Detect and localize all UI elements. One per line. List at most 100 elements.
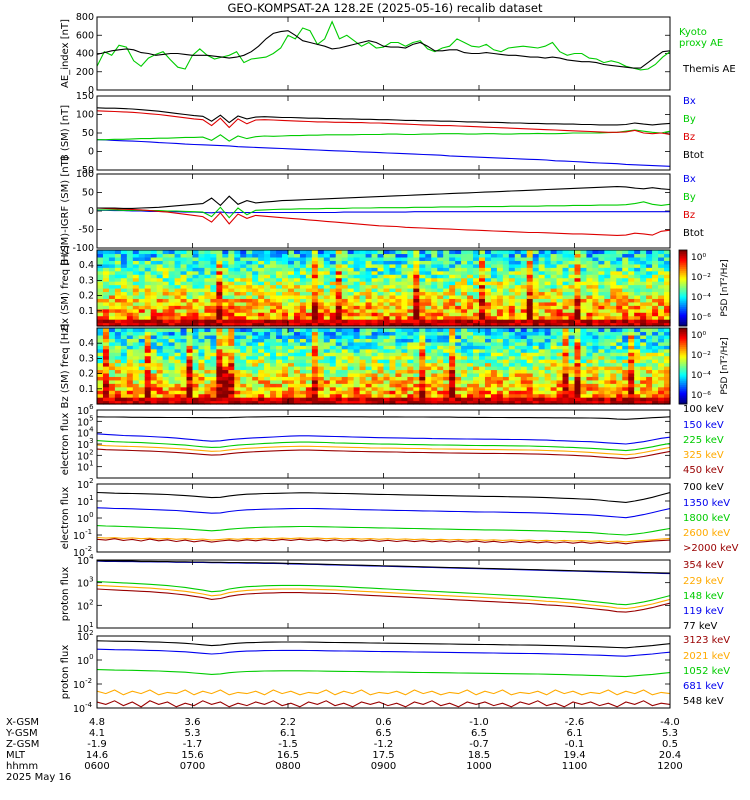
- spectrogram-cell: [371, 334, 379, 339]
- spectrogram-cell: [329, 331, 337, 336]
- spectrogram-cell: [550, 284, 558, 289]
- spectrogram-cell: [473, 281, 480, 286]
- spectrogram-cell: [514, 319, 522, 324]
- spectrogram-cell: [150, 390, 158, 395]
- spectrogram-cell: [102, 331, 110, 336]
- spectrogram-cell: [353, 348, 361, 353]
- spectrogram-cell: [580, 288, 588, 293]
- y-tick-exponent: -2: [85, 545, 92, 553]
- spectrogram-cell: [371, 319, 379, 324]
- spectrogram-cell: [479, 315, 486, 320]
- spectrogram-cell: [479, 400, 486, 405]
- spectrogram-cell: [341, 260, 349, 265]
- spectrogram-cell: [192, 338, 200, 343]
- spectrogram-cell: [574, 328, 582, 333]
- legend-label: proxy AE: [679, 38, 723, 49]
- spectrogram-cell: [520, 348, 528, 353]
- y-tick-label: 0: [88, 147, 94, 158]
- spectrogram-cell: [562, 328, 570, 333]
- spectrogram-cell: [240, 362, 247, 367]
- spectrogram-cell: [144, 291, 152, 296]
- spectrogram-cell: [664, 359, 671, 364]
- spectrogram-cell: [473, 341, 480, 346]
- spectrogram-cell: [658, 345, 665, 350]
- spectrogram-cell: [395, 263, 403, 268]
- spectrogram-cell: [437, 319, 444, 324]
- spectrogram-cell: [377, 260, 385, 265]
- spectrogram-cell: [526, 338, 534, 343]
- spectrogram-cell: [467, 379, 474, 384]
- spectrogram-cell: [520, 277, 528, 282]
- spectrogram-cell: [293, 256, 301, 261]
- spectrogram-cell: [526, 267, 534, 272]
- spectrogram-cell: [604, 319, 611, 324]
- spectrogram-cell: [234, 359, 241, 364]
- spectrogram-cell: [455, 263, 462, 268]
- spectrogram-cell: [204, 250, 212, 255]
- colorbar-tick-label: 10⁻⁴: [691, 293, 711, 303]
- spectrogram-cell: [496, 400, 504, 405]
- spectrogram-cell: [114, 301, 122, 306]
- spectrogram-cell: [264, 366, 271, 371]
- spectrogram-cell: [234, 263, 241, 268]
- spectrogram-cell: [359, 355, 367, 360]
- colorbar-band: [679, 371, 687, 375]
- spectrogram-cell: [144, 301, 152, 306]
- spectrogram-cell: [443, 301, 450, 306]
- spectrogram-cell: [598, 260, 605, 265]
- spectrogram-cell: [204, 376, 212, 381]
- spectrogram-cell: [102, 277, 110, 282]
- spectrogram-cell: [371, 305, 379, 310]
- spectrogram-cell: [628, 393, 635, 398]
- spectrogram-cell: [520, 397, 528, 402]
- spectrogram-cell: [305, 386, 313, 391]
- spectrogram-cell: [258, 393, 265, 398]
- spectrogram-cell: [449, 376, 456, 381]
- spectrogram-cell: [592, 312, 599, 317]
- spectrogram-cell: [520, 260, 528, 265]
- ephemeris-value: -0.7: [469, 739, 489, 750]
- spectrogram-cell: [264, 267, 271, 272]
- spectrogram-cell: [449, 390, 456, 395]
- spectrogram-cell: [502, 263, 510, 268]
- spectrogram-cell: [407, 263, 414, 268]
- spectrogram-cell: [210, 393, 217, 398]
- spectrogram-cell: [622, 355, 629, 360]
- spectrogram-cell: [276, 322, 283, 327]
- spectrogram-cell: [180, 338, 188, 343]
- spectrogram-cell: [174, 277, 182, 282]
- spectrogram-cell: [192, 345, 200, 350]
- spectrogram-cell: [108, 281, 116, 286]
- spectrogram-cell: [574, 322, 582, 327]
- spectrogram-cell: [150, 274, 158, 279]
- spectrogram-cell: [305, 352, 313, 357]
- series-line--2000-kev: [97, 538, 670, 545]
- spectrogram-cell: [479, 305, 486, 310]
- spectrogram-cell: [156, 250, 164, 255]
- spectrogram-cell: [216, 400, 223, 405]
- spectrogram-cell: [395, 341, 403, 346]
- spectrogram-cell: [443, 256, 450, 261]
- spectrogram-cell: [341, 355, 349, 360]
- spectrogram-cell: [102, 366, 110, 371]
- colorbar-band: [679, 291, 687, 295]
- spectrogram-cell: [568, 291, 576, 296]
- spectrogram-cell: [144, 352, 152, 357]
- spectrogram-cell: [102, 263, 110, 268]
- spectrogram-cell: [628, 308, 635, 313]
- spectrogram-cell: [258, 359, 265, 364]
- spectrogram-cell: [258, 345, 265, 350]
- spectrogram-cell: [532, 308, 540, 313]
- spectrogram-cell: [508, 338, 516, 343]
- spectrogram-cell: [532, 319, 540, 324]
- spectrogram-cell: [114, 291, 122, 296]
- spectrogram-cell: [180, 383, 188, 388]
- spectrogram-cell: [562, 291, 570, 296]
- spectrogram-cell: [598, 369, 605, 374]
- spectrogram-cell: [252, 400, 259, 405]
- spectrogram-cell: [156, 298, 164, 303]
- spectrogram-cell: [365, 277, 373, 282]
- legend-label: 1800 keV: [683, 513, 730, 524]
- spectrogram-cell: [204, 348, 212, 353]
- spectrogram-cell: [97, 274, 104, 279]
